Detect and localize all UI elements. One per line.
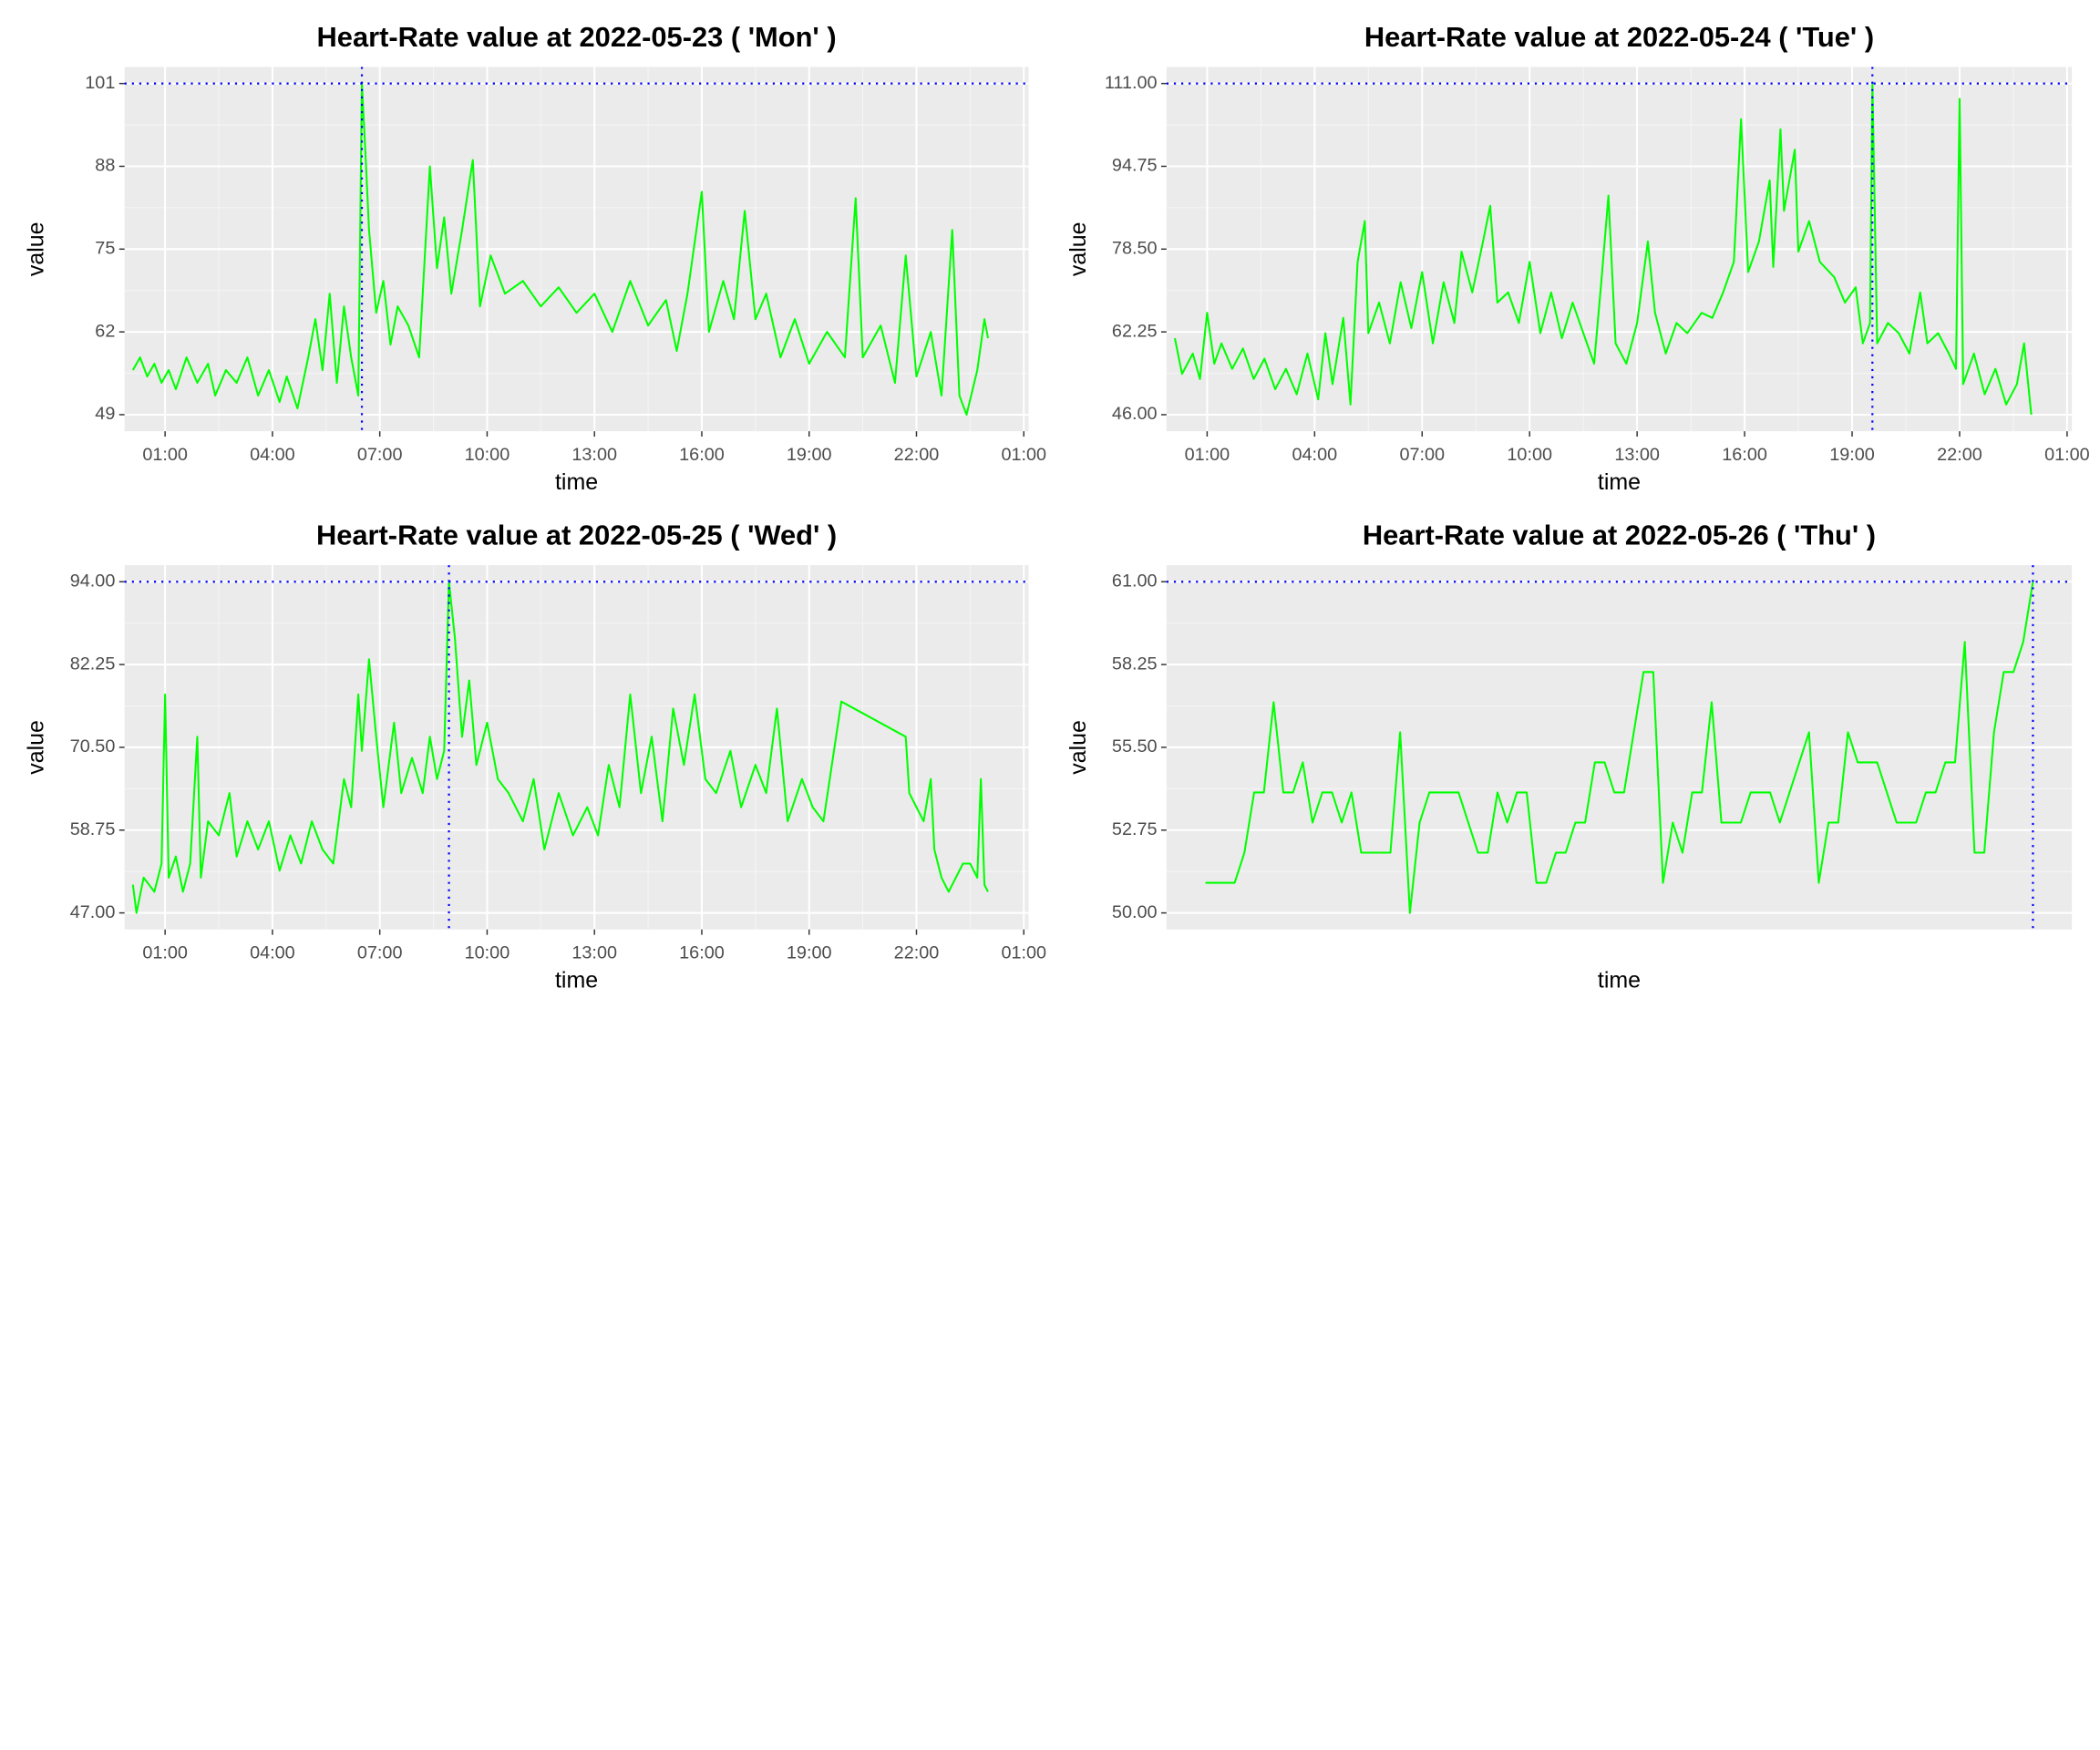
y-tick-label: 94.00: [70, 571, 116, 591]
y-tick-label: 58.75: [70, 819, 116, 839]
x-tick-label: 16:00: [679, 942, 725, 962]
x-tick-label: 01:00: [1001, 445, 1046, 465]
x-tick-label: 04:00: [1292, 445, 1338, 465]
data-line: [131, 82, 990, 417]
y-tick-label: 111.00: [1105, 73, 1158, 93]
y-tick-label: 62.25: [1112, 321, 1158, 341]
x-tick-label: 22:00: [894, 445, 940, 465]
y-tick-label: 78.50: [1112, 239, 1158, 259]
x-tick-label: 04:00: [250, 445, 295, 465]
panel: 47.00 58.75 70.50 82.25 94.00 01:00 04:00 07:00…: [24, 519, 1046, 993]
y-axis-title: value: [1065, 221, 1091, 276]
x-tick-label: 04:00: [250, 942, 295, 962]
panel: 50.00 52.75 55.50 58.25 61.00 Heart-Rate valu…: [1065, 519, 2073, 993]
x-tick-label: 13:00: [571, 445, 617, 465]
x-tick-label: 13:00: [1614, 445, 1660, 465]
x-tick-label: 16:00: [1722, 445, 1767, 465]
x-tick-label: 10:00: [1507, 445, 1552, 465]
panel-title: Heart-Rate value at 2022-05-25 ( 'Wed' ): [316, 519, 837, 551]
y-tick-label: 88: [95, 156, 115, 176]
x-tick-label: 10:00: [465, 942, 510, 962]
x-tick-label: 19:00: [787, 445, 832, 465]
x-tick-label: 01:00: [1185, 445, 1230, 465]
y-axis-title: value: [24, 221, 49, 276]
y-tick-label: 82.25: [70, 654, 116, 674]
data-line: [131, 581, 989, 914]
x-tick-label: 22:00: [894, 942, 940, 962]
panel-title: Heart-Rate value at 2022-05-23 ( 'Mon' ): [317, 21, 837, 53]
y-axis-title: value: [1065, 720, 1091, 775]
x-tick-label: 10:00: [465, 445, 510, 465]
data-line: [1205, 582, 2034, 914]
y-tick-label: 58.25: [1112, 654, 1158, 674]
y-tick-label: 46.00: [1112, 404, 1158, 424]
panel-title: Heart-Rate value at 2022-05-24 ( 'Tue' ): [1364, 21, 1874, 53]
y-tick-label: 52.75: [1112, 819, 1158, 839]
y-tick-label: 101: [85, 73, 115, 93]
x-tick-label: 19:00: [1829, 445, 1875, 465]
x-axis-title: time: [555, 968, 598, 993]
x-tick-label: 22:00: [1937, 445, 1982, 465]
x-tick-label: 01:00: [2044, 445, 2090, 465]
x-axis-title: time: [1598, 968, 1641, 993]
x-tick-label: 01:00: [142, 942, 188, 962]
y-tick-label: 47.00: [70, 902, 116, 922]
x-tick-label: 07:00: [357, 942, 403, 962]
y-tick-label: 75: [95, 239, 115, 259]
x-tick-label: 16:00: [679, 445, 725, 465]
x-axis-title: time: [555, 469, 598, 495]
x-tick-label: 07:00: [1399, 445, 1445, 465]
y-tick-label: 61.00: [1112, 571, 1158, 591]
x-tick-label: 01:00: [1001, 942, 1046, 962]
x-tick-label: 01:00: [142, 445, 188, 465]
y-tick-label: 62: [95, 321, 115, 341]
data-line: [1173, 82, 2033, 416]
y-tick-label: 50.00: [1112, 902, 1158, 922]
x-tick-label: 13:00: [571, 942, 617, 962]
y-tick-label: 70.50: [70, 736, 116, 757]
x-axis-title: time: [1598, 469, 1641, 495]
panel-title: Heart-Rate value at 2022-05-26 ( 'Thu' ): [1363, 519, 1876, 551]
panel: 49 62 75 88 101 01:00 04:00 07:00 10:00 13:00 16:0…: [24, 21, 1046, 495]
y-tick-label: 94.75: [1112, 156, 1158, 176]
y-tick-label: 55.50: [1112, 736, 1158, 757]
y-axis-title: value: [24, 720, 49, 775]
y-tick-label: 49: [95, 404, 115, 424]
x-tick-label: 19:00: [787, 942, 832, 962]
x-tick-label: 07:00: [357, 445, 403, 465]
panel: 46.00 62.25 78.50 94.75 111.00 01:00 04:00 07:0…: [1065, 21, 2090, 495]
